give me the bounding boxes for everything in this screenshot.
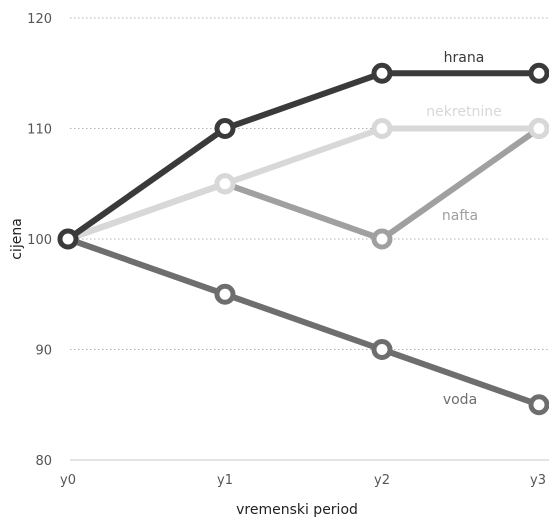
x-tick-labels: y0 y1 y2 y3 (60, 473, 546, 488)
data-point (371, 62, 393, 84)
data-point (371, 339, 393, 360)
series-nekretnine (57, 118, 549, 250)
x-tick-label: y1 (217, 473, 233, 488)
series-label: nekretnine (426, 104, 501, 120)
y-tick-label: 80 (35, 454, 52, 469)
series-line (65, 70, 542, 242)
data-point (528, 118, 549, 139)
data-point (214, 283, 236, 305)
series-label: hrana (444, 50, 485, 66)
x-tick-label: y3 (530, 473, 546, 488)
series-nafta (57, 118, 549, 250)
series-hrana (57, 62, 549, 250)
y-tick-labels: 80 90 100 110 120 (27, 12, 52, 469)
y-axis-title: cijena (9, 218, 25, 260)
y-tick-label: 90 (35, 344, 52, 359)
data-point (214, 173, 236, 195)
data-point (528, 394, 549, 416)
y-tick-label: 120 (27, 12, 52, 27)
data-point (371, 118, 393, 139)
series-labels: hrana nekretnine nafta voda (426, 50, 501, 408)
x-tick-label: y2 (374, 473, 390, 488)
series-voda (57, 228, 549, 416)
x-axis-title: vremenski period (236, 502, 358, 518)
data-point (371, 228, 393, 250)
series-line (65, 125, 542, 242)
y-tick-label: 110 (27, 123, 52, 138)
series-label: voda (443, 392, 477, 408)
series-layer (57, 62, 549, 416)
data-point (57, 228, 79, 250)
data-point (214, 118, 236, 139)
series-label: nafta (442, 208, 478, 224)
data-point (528, 62, 549, 84)
series-line (65, 236, 542, 408)
y-tick-label: 100 (27, 233, 52, 248)
x-tick-label: y0 (60, 473, 76, 488)
